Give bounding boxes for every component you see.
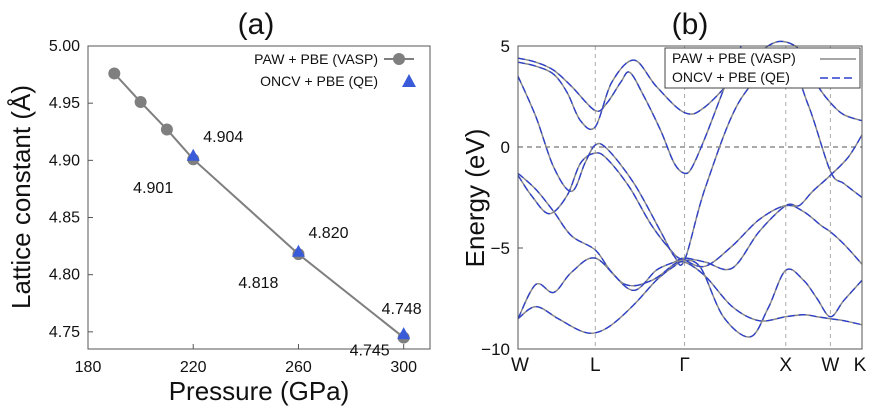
- panel-b-ylabel: Energy (eV): [460, 129, 490, 268]
- panel-b-band-vasp: [517, 260, 863, 334]
- panel-b-band-qe: [517, 45, 742, 175]
- panel-b-band-vasp: [517, 134, 863, 292]
- panel-b-kpoint-label: X: [779, 355, 792, 376]
- panel-a-vasp-point: [108, 67, 121, 80]
- panel-a-legend-vasp-marker: [393, 53, 405, 65]
- panel-a-ytick-label: 5.00: [49, 38, 80, 55]
- panel-a-xtick-label: 180: [75, 359, 102, 376]
- panel-a-annotation: 4.745: [350, 343, 390, 360]
- panel-b-kpoint-label: L: [590, 355, 601, 376]
- panel-b-ytick-label: 0: [501, 138, 510, 157]
- panel-a-ytick-label: 4.80: [49, 267, 80, 284]
- panel-a-xtick-label: 220: [180, 359, 207, 376]
- panel-b-frame: [517, 45, 863, 350]
- panel-a-qe-point: [397, 327, 411, 340]
- panel-a-annotation: 4.748: [382, 301, 422, 318]
- panel-a-annotation: 4.818: [238, 275, 278, 292]
- panel-b-kpoint-label: Γ: [679, 355, 689, 376]
- panel-a-ytick-label: 4.95: [49, 95, 80, 112]
- panel-b-title: (b): [672, 8, 709, 41]
- panel-a-annotation: 4.901: [133, 180, 173, 197]
- panel-b-band-qe: [517, 257, 863, 338]
- panel-b-ytick-label: −10: [481, 340, 510, 359]
- panel-a-title: (a): [238, 8, 275, 41]
- panel-a-vasp-line: [113, 72, 405, 339]
- panel-a-ytick-label: 4.85: [49, 210, 80, 227]
- panel-a-xlabel: Pressure (GPa): [169, 376, 350, 406]
- panel-a-xtick-label: 300: [390, 359, 417, 376]
- panel-b-legend-vasp-label: PAW + PBE (VASP): [672, 50, 796, 66]
- panel-a-frame: [87, 45, 431, 350]
- panel-a-chart: 180 220 260 300 4.75 4.80 4.85 4.90 4.95 5.00 4.9…: [49, 38, 431, 376]
- panel-a-qe-point: [291, 244, 305, 257]
- panel-a-ytick-label: 4.75: [49, 324, 80, 341]
- panel-a-ytick-label: 4.90: [49, 152, 80, 169]
- panel-a-legend-qe-marker: [402, 74, 416, 87]
- panel-b-kpoint-label: K: [854, 355, 867, 376]
- panel-a-legend-vasp-label: PAW + PBE (VASP): [254, 51, 378, 67]
- panel-a-qe-point: [186, 148, 200, 161]
- panel-b-ytick-label: 5: [501, 37, 510, 56]
- panel-b-band-qe: [517, 40, 863, 131]
- panel-a-annotation: 4.904: [203, 129, 243, 146]
- panel-b-ytick-label: −5: [491, 239, 510, 258]
- panel-a-vasp-point: [134, 96, 147, 109]
- panel-b-band-qe: [517, 260, 863, 334]
- panel-a-xtick-label: 260: [285, 359, 312, 376]
- panel-a-vasp-point: [160, 123, 173, 136]
- panel-b-legend-box: [664, 47, 861, 89]
- panel-b-band-qe: [517, 134, 863, 292]
- panel-b-kpoint-label: W: [511, 355, 529, 376]
- panel-b-band-qe: [517, 61, 863, 266]
- panel-b-chart: 50−5−10W L Γ X W K PAW + PBE (VASP)ONCV + PBE…: [481, 37, 867, 376]
- panel-a-legend-qe-label: ONCV + PBE (QE): [260, 73, 378, 89]
- panel-a-annotation: 4.820: [308, 225, 348, 242]
- panel-b-kpoint-label: W: [821, 355, 839, 376]
- panel-a-ylabel: Lattice constant (Å): [6, 85, 36, 309]
- panel-b-legend-qe-label: ONCV + PBE (QE): [672, 69, 790, 85]
